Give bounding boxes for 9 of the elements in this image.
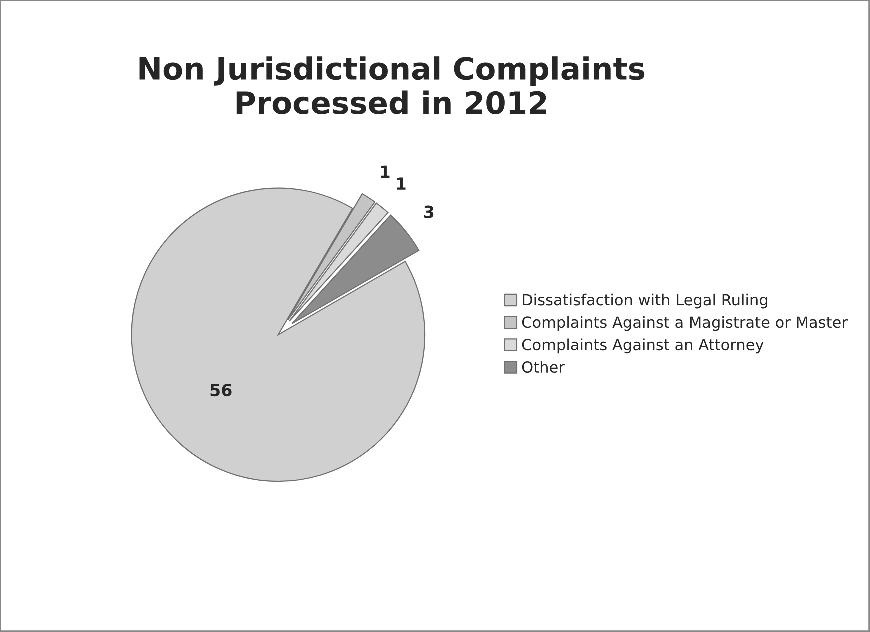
legend-label: Complaints Against a Magistrate or Master xyxy=(522,316,848,332)
chart-title: Non Jurisdictional Complaints Processed in 2012 xyxy=(140,56,645,114)
data-label: 56 xyxy=(210,384,232,397)
legend-label: Complaints Against an Attorney xyxy=(522,338,764,354)
legend-label: Other xyxy=(522,361,565,374)
data-label: 1 xyxy=(381,166,390,178)
data-label: 3 xyxy=(424,206,434,218)
data-label: 1 xyxy=(397,178,406,190)
legend-label: Dissatisfaction with Legal Ruling xyxy=(523,294,768,309)
